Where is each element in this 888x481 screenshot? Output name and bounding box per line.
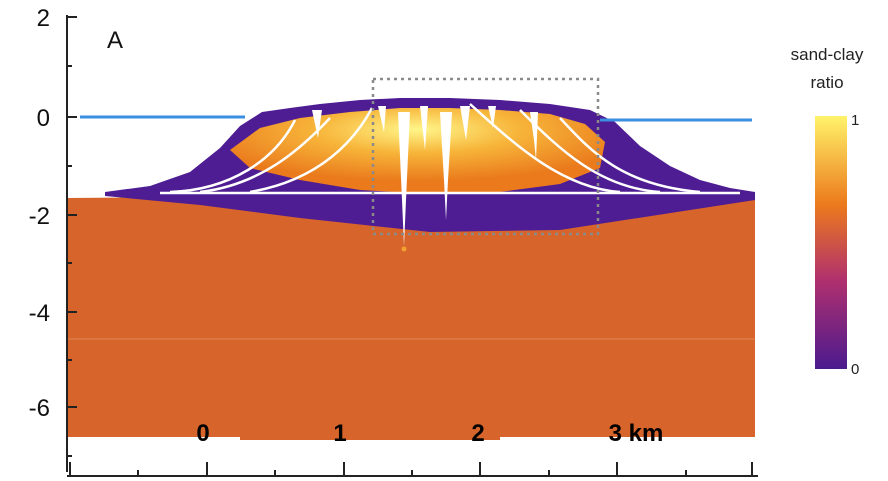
colorbar: sand-clay ratio 1 0 — [791, 45, 864, 378]
zoom-inset-box — [371, 77, 600, 236]
colorbar-min-label: 0 — [851, 361, 859, 378]
y-tick-label: -4 — [29, 300, 50, 327]
x-axis: 0 1 2 3 km — [67, 420, 758, 477]
colorbar-title-line1: sand-clay — [791, 45, 864, 64]
y-tick-label: -2 — [29, 203, 50, 230]
channel-tip-marker — [401, 246, 407, 252]
x-tick-label: 0 — [196, 420, 209, 447]
colorbar-title-line2: ratio — [810, 73, 843, 92]
incised-channels — [312, 106, 538, 246]
x-tick-label: 2 — [471, 420, 484, 447]
panel-label: A — [107, 27, 123, 54]
y-axis: 2 0 -2 -4 -6 — [29, 5, 77, 472]
colorbar-max-label: 1 — [851, 112, 859, 129]
delta-sand-core — [230, 108, 605, 194]
y-tick-label: -6 — [29, 395, 50, 422]
y-tick-label: 0 — [37, 105, 50, 132]
y-tick-label: 2 — [37, 5, 50, 32]
x-tick-label: 3 km — [609, 420, 664, 447]
x-tick-label: 1 — [333, 420, 346, 447]
substrate-block — [67, 192, 755, 440]
colorbar-gradient — [815, 116, 847, 369]
